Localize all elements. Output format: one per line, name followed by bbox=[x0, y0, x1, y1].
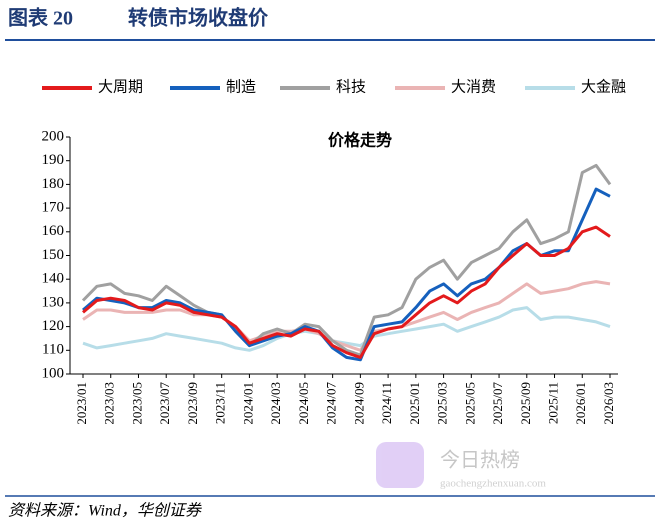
legend-label: 制造 bbox=[226, 78, 256, 95]
x-tick-label: 2025/09 bbox=[518, 382, 533, 425]
y-tick-label: 150 bbox=[42, 247, 65, 263]
x-tick-label: 2024/09 bbox=[351, 382, 366, 425]
x-tick-label: 2024/01 bbox=[240, 382, 255, 425]
x-tick-label: 2024/07 bbox=[324, 382, 339, 425]
source: 资料来源：Wind，华创证券 bbox=[8, 502, 203, 520]
y-tick-label: 160 bbox=[42, 223, 65, 239]
y-tick-label: 180 bbox=[42, 176, 65, 192]
legend-label: 大周期 bbox=[98, 78, 143, 95]
x-tick-label: 2024/03 bbox=[268, 382, 283, 425]
y-tick-label: 140 bbox=[42, 271, 65, 287]
y-tick-label: 190 bbox=[42, 152, 65, 168]
watermark-url: gaochengzhenxuan.com bbox=[440, 478, 546, 490]
y-tick-label: 110 bbox=[42, 342, 64, 358]
chart-title: 价格走势 bbox=[328, 131, 392, 150]
y-tick-label: 170 bbox=[42, 200, 65, 216]
x-tick-label: 2023/07 bbox=[157, 382, 172, 425]
series-line bbox=[82, 306, 611, 352]
figure-title: 转债市场收盘价 bbox=[128, 6, 269, 30]
x-tick-label: 2026/01 bbox=[573, 382, 588, 425]
x-tick-label: 2023/01 bbox=[74, 382, 89, 425]
y-tick-label: 120 bbox=[42, 318, 65, 334]
x-tick-label: 2025/01 bbox=[407, 382, 422, 425]
x-tick-label: 2026/03 bbox=[601, 382, 616, 425]
x-tick-label: 2025/07 bbox=[490, 382, 505, 425]
watermark-title: 今日热榜 bbox=[440, 449, 520, 472]
x-tick-label: 2025/05 bbox=[462, 382, 477, 425]
watermark-icon bbox=[376, 442, 424, 488]
legend-label: 科技 bbox=[336, 78, 366, 95]
series-line bbox=[82, 280, 611, 352]
x-tick-label: 2023/03 bbox=[102, 382, 117, 425]
y-tick-label: 200 bbox=[42, 128, 65, 144]
y-tick-label: 100 bbox=[42, 365, 65, 381]
series-line bbox=[81, 163, 612, 357]
x-tick-label: 2023/11 bbox=[213, 382, 228, 424]
x-tick-label: 2025/03 bbox=[435, 382, 450, 425]
y-tick-label: 130 bbox=[42, 294, 65, 310]
legend-label: 大金融 bbox=[581, 78, 626, 95]
figure-label: 图表 20 bbox=[8, 6, 73, 30]
watermark: 今日热榜 gaochengzhenxuan.com bbox=[376, 442, 546, 490]
x-tick-label: 2023/05 bbox=[129, 382, 144, 425]
x-tick-label: 2023/09 bbox=[185, 382, 200, 425]
x-tick-label: 2024/05 bbox=[296, 382, 311, 425]
legend-label: 大消费 bbox=[451, 78, 496, 95]
series-line bbox=[82, 225, 611, 359]
x-tick-label: 2024/11 bbox=[379, 382, 394, 424]
x-tick-label: 2025/11 bbox=[546, 382, 561, 424]
